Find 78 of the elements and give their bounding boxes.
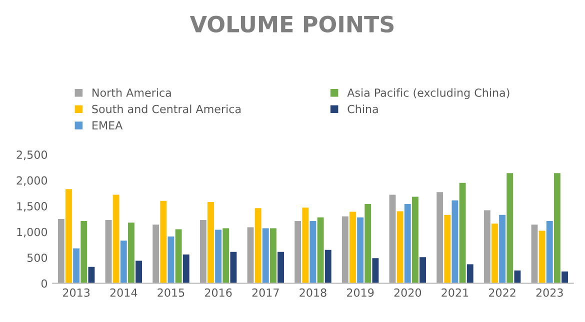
bar (160, 200, 167, 284)
bar (294, 221, 302, 284)
bar (136, 260, 142, 284)
bar (278, 252, 284, 284)
x-tick-label: 2023 (536, 288, 563, 297)
bar (310, 221, 316, 284)
bar (372, 258, 379, 284)
bar (66, 189, 72, 284)
legend-label: North America (92, 88, 171, 97)
legend-label: China (348, 104, 378, 114)
bar (152, 224, 160, 284)
bar (317, 217, 324, 284)
bar (562, 272, 568, 284)
bar (73, 248, 80, 284)
bar (215, 230, 222, 284)
y-tick-label: 1,000 (17, 228, 48, 238)
bar (175, 229, 182, 284)
bar (168, 236, 174, 284)
bar (396, 211, 404, 284)
bar (88, 266, 95, 284)
bar (350, 212, 356, 284)
bar (324, 250, 332, 284)
y-tick-label: 0 (41, 279, 48, 288)
bar (58, 218, 64, 284)
bar (554, 173, 560, 284)
bar (262, 228, 269, 284)
bar (514, 270, 521, 284)
bar (247, 227, 254, 284)
y-tick-label: 1,500 (17, 202, 48, 212)
bar (80, 221, 88, 284)
bar (222, 228, 230, 284)
bar (546, 221, 553, 284)
x-tick-label: 2017 (252, 288, 279, 297)
x-tick-label: 2016 (204, 288, 232, 297)
bar (208, 202, 214, 284)
x-tick-label: 2022 (488, 288, 516, 297)
x-tick-label: 2021 (442, 288, 468, 297)
bar (364, 204, 372, 284)
bar (342, 216, 348, 284)
bar (459, 182, 466, 284)
bar (182, 254, 190, 284)
legend-label: EMEA (92, 121, 123, 130)
bar (112, 194, 120, 284)
bar (531, 224, 538, 284)
x-tick-label: 2019 (346, 288, 374, 297)
bar (506, 173, 514, 284)
bar (200, 220, 206, 284)
bar (254, 208, 262, 284)
bar (105, 220, 112, 284)
legend-label: Asia Pacific (excluding China) (347, 88, 510, 100)
bar (128, 222, 134, 284)
y-tick-label: 2,000 (16, 176, 48, 186)
x-tick-label: 2020 (394, 288, 422, 297)
bar (120, 240, 127, 284)
bar (436, 192, 444, 284)
legend-label: South and Central America (92, 104, 241, 114)
chart-title: VOLUME POINTS (190, 16, 394, 33)
bar (452, 200, 458, 284)
x-tick-label: 2018 (300, 288, 326, 297)
bar (420, 257, 426, 284)
bar (302, 208, 309, 284)
x-tick-label: 2015 (158, 288, 184, 297)
bar (230, 252, 237, 284)
bar (389, 194, 396, 284)
bar (404, 204, 411, 284)
bar (412, 196, 418, 284)
bar (499, 214, 506, 284)
y-tick-label: 500 (27, 254, 48, 262)
bar (492, 224, 498, 284)
x-tick-label: 2014 (110, 288, 138, 297)
bar (484, 210, 490, 284)
bar (444, 214, 451, 284)
bar (538, 230, 546, 284)
bar (357, 217, 364, 284)
y-tick-label: 2,500 (16, 150, 48, 160)
bar (270, 228, 276, 284)
bar (466, 264, 474, 284)
x-tick-label: 2013 (62, 288, 90, 297)
